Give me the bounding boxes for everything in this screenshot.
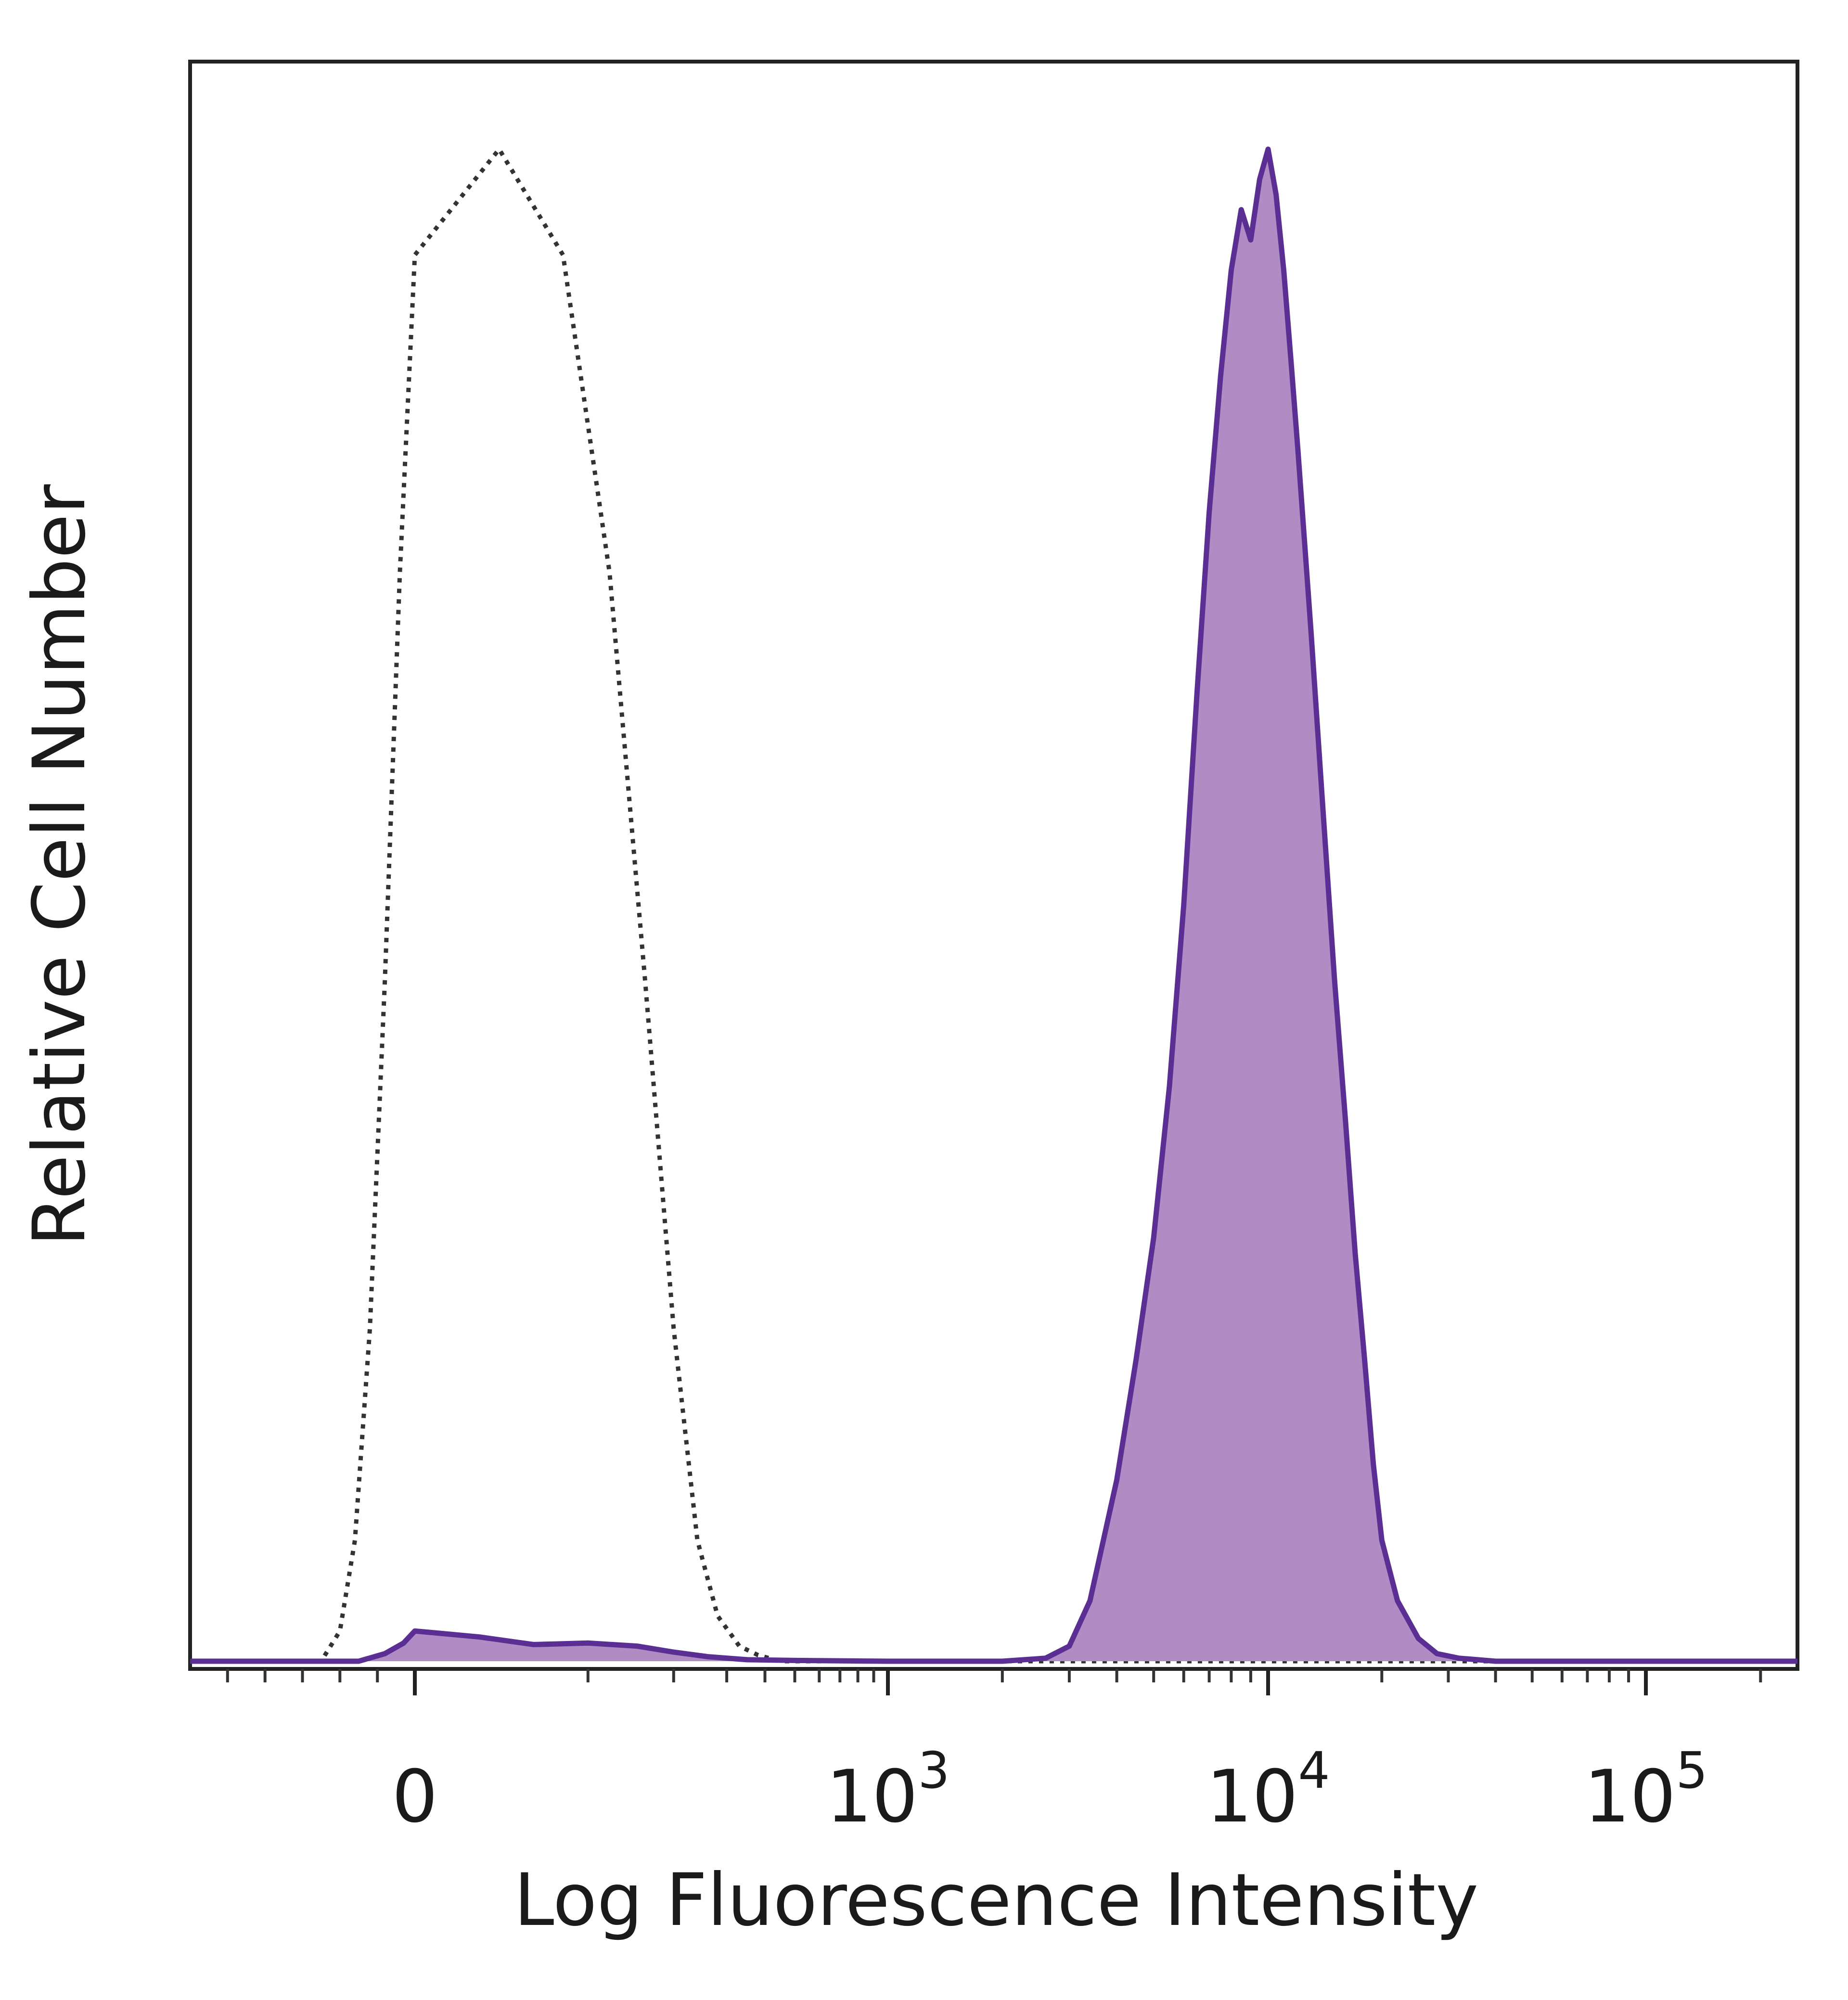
x-axis: 0 103 104 105 xyxy=(392,1669,1708,1839)
x-axis-title: Log Fluorescence Intensity xyxy=(514,1859,1478,1942)
x-tick-label: 103 xyxy=(826,1741,950,1839)
stained-histogram-outline xyxy=(190,146,1797,1664)
plot-frame xyxy=(188,60,1799,1671)
minor-ticks xyxy=(226,1669,1762,1682)
x-tick-label: 105 xyxy=(1584,1741,1707,1839)
control-histogram-dotted xyxy=(190,145,1797,1664)
series-layer xyxy=(190,145,1797,1664)
plot-area xyxy=(188,60,1799,1682)
stained-histogram-fill xyxy=(190,149,1797,1661)
x-tick-label: 0 xyxy=(392,1755,437,1839)
x-tick-label: 104 xyxy=(1206,1741,1330,1839)
y-axis-title: Relative Cell Number xyxy=(18,484,102,1246)
